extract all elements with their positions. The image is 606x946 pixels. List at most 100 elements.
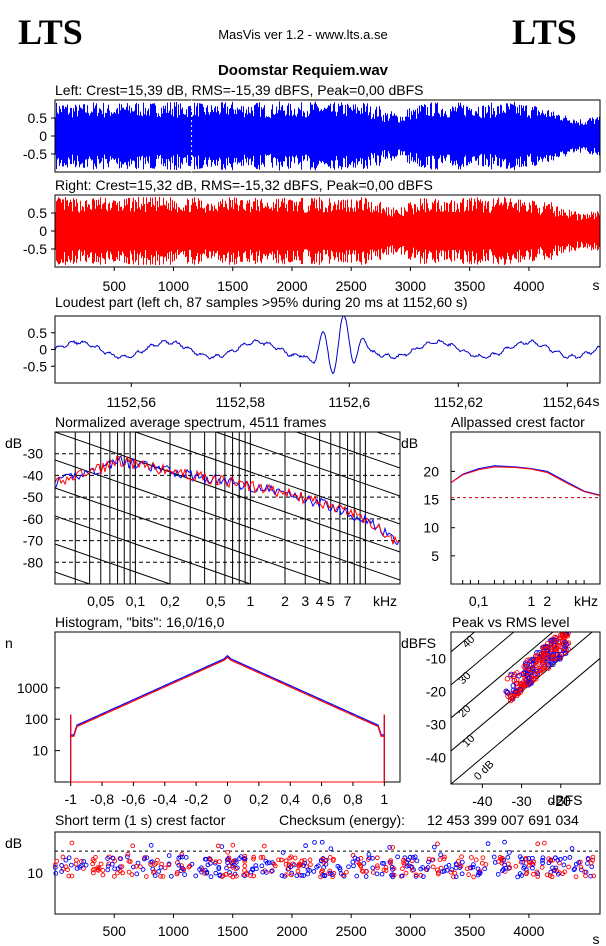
- short-term-point: [435, 841, 440, 847]
- short-term-point: [579, 867, 584, 873]
- peak-rms-point: [527, 666, 533, 673]
- short-term-point: [441, 868, 447, 874]
- short-term-point: [388, 860, 393, 866]
- short-term-point: [573, 861, 579, 867]
- short-term-point: [322, 873, 328, 879]
- short-term-point: [224, 865, 229, 871]
- short-term-point: [390, 845, 395, 850]
- short-term-ytick-label: 10: [27, 865, 43, 881]
- short-term-point: [366, 855, 372, 861]
- spectrum-xtick-label: 0,05: [87, 593, 114, 609]
- short-term-point: [166, 862, 172, 868]
- short-term-crest-title: Short term (1 s) crest factor: [55, 812, 226, 828]
- short-term-point: [546, 856, 552, 862]
- short-term-point: [569, 846, 575, 851]
- histogram-xtick-label: 0,8: [343, 791, 363, 807]
- spectrum-series-1: [55, 455, 400, 545]
- short-term-point: [288, 872, 294, 878]
- peak-rms-point: [530, 656, 536, 663]
- short-term-point: [141, 856, 147, 862]
- short-term-point: [109, 861, 115, 867]
- short-term-point: [400, 866, 405, 872]
- short-term-point: [401, 860, 406, 865]
- short-term-point: [162, 865, 168, 871]
- loudest-xtick-label: 1152,6: [328, 394, 370, 410]
- short-term-point: [215, 843, 221, 849]
- spectrum-xtick-label: 0,5: [206, 593, 226, 609]
- right-waveform-xtick-label: 3500: [454, 278, 485, 294]
- short-term-point: [208, 874, 214, 879]
- short-term-point: [73, 861, 79, 867]
- short-term-point: [590, 854, 596, 860]
- short-term-point: [74, 857, 79, 863]
- short-term-point: [549, 874, 555, 880]
- short-term-point: [401, 857, 406, 863]
- spectrum-ytick-label: -80: [23, 554, 43, 570]
- histogram-xtick-label: -0,4: [153, 791, 177, 807]
- histogram-xtick-label: -0,8: [90, 791, 114, 807]
- short-term-point: [413, 874, 419, 879]
- short-term-point: [412, 854, 418, 860]
- spectrum-grid: [55, 432, 400, 584]
- short-term-point: [578, 864, 584, 870]
- peak-rms-point: [516, 672, 522, 679]
- short-term-point: [528, 860, 534, 865]
- peak-rms-point: [524, 657, 531, 664]
- short-term-point: [544, 872, 550, 878]
- short-term-point: [186, 864, 192, 870]
- peak-rms-point: [546, 654, 553, 660]
- spectrum-xtick-label: 5: [327, 593, 335, 609]
- short-term-point: [299, 873, 305, 878]
- short-term-point: [110, 855, 116, 861]
- short-term-point: [176, 862, 182, 868]
- short-term-point: [328, 846, 334, 852]
- peak-rms-ytick-label: -40: [426, 750, 446, 766]
- short-term-point: [320, 856, 326, 862]
- histogram-xtick-label: -1: [64, 791, 77, 807]
- short-term-point: [388, 858, 394, 863]
- short-term-point: [495, 871, 501, 877]
- short-term-point: [530, 855, 535, 861]
- peak-rms-point: [565, 632, 571, 636]
- right-waveform-xtick-label: 2000: [276, 278, 307, 294]
- short-term-point: [100, 872, 106, 878]
- loudest-ytick-label: -0.5: [23, 358, 47, 374]
- short-term-point: [402, 855, 408, 861]
- short-term-point: [105, 867, 111, 873]
- crest-series-1: [450, 466, 601, 497]
- short-term-point: [53, 870, 59, 876]
- short-term-point: [115, 870, 120, 876]
- histogram-xtick-label: 1: [380, 791, 388, 807]
- short-term-point: [152, 873, 158, 878]
- short-term-point: [361, 861, 367, 866]
- spectrum-xtick-label: 2: [281, 593, 289, 609]
- short-term-point: [213, 870, 219, 876]
- short-term-point: [471, 862, 476, 867]
- short-term-point: [501, 867, 506, 872]
- short-term-point: [363, 874, 369, 879]
- short-term-point: [105, 856, 110, 861]
- short-term-point: [351, 863, 356, 869]
- peak-rms-xtick-label: -30: [511, 793, 531, 809]
- short-term-point: [585, 856, 591, 861]
- short-term-point: [480, 855, 486, 861]
- short-term-point: [279, 873, 285, 878]
- histogram-curve: [70, 656, 385, 782]
- short-term-point: [208, 857, 213, 863]
- peak-rms-diagonal: [451, 632, 554, 719]
- short-term-point: [413, 872, 419, 878]
- short-term-point: [506, 866, 512, 871]
- right-waveform-xtick-label: 500: [103, 278, 127, 294]
- short-term-point: [464, 866, 470, 872]
- short-term-point: [217, 873, 223, 879]
- short-term-point: [346, 864, 351, 870]
- short-term-point: [182, 872, 187, 877]
- short-term-point: [133, 863, 139, 869]
- crest-xtick-label: 1: [527, 593, 535, 609]
- spectrum-xtick-label: 0,2: [160, 593, 180, 609]
- spectrum-slope-line: [55, 543, 172, 584]
- short-term-point: [407, 854, 413, 860]
- short-term-point: [567, 855, 573, 860]
